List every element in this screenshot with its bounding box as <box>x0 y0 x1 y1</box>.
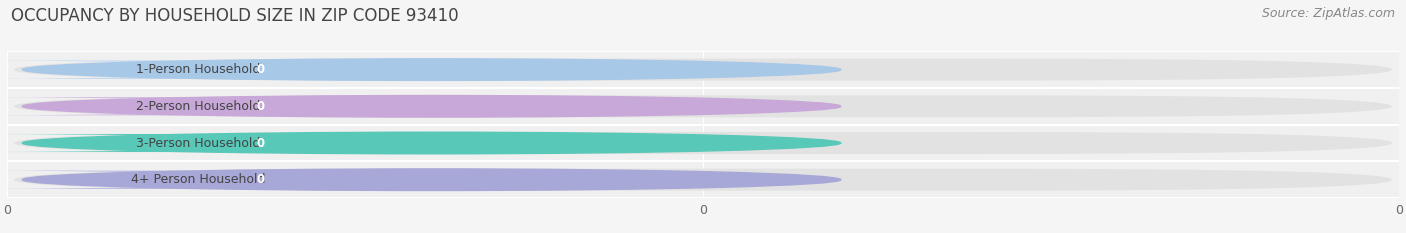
Text: 0: 0 <box>257 137 264 150</box>
FancyBboxPatch shape <box>14 169 1392 191</box>
FancyBboxPatch shape <box>0 97 578 115</box>
Text: 2-Person Household: 2-Person Household <box>135 100 260 113</box>
Text: 3-Person Household: 3-Person Household <box>135 137 260 150</box>
FancyBboxPatch shape <box>0 97 502 115</box>
Circle shape <box>22 96 841 117</box>
Text: 4+ Person Household: 4+ Person Household <box>131 173 266 186</box>
FancyBboxPatch shape <box>14 132 1392 154</box>
Text: 1-Person Household: 1-Person Household <box>135 63 260 76</box>
FancyBboxPatch shape <box>14 58 1392 81</box>
Text: 0: 0 <box>257 173 264 186</box>
FancyBboxPatch shape <box>0 171 578 189</box>
FancyBboxPatch shape <box>0 134 578 152</box>
FancyBboxPatch shape <box>0 61 578 79</box>
Text: Source: ZipAtlas.com: Source: ZipAtlas.com <box>1261 7 1395 20</box>
Circle shape <box>22 59 841 80</box>
Text: 0: 0 <box>257 63 264 76</box>
FancyBboxPatch shape <box>0 171 502 189</box>
Circle shape <box>22 169 841 191</box>
FancyBboxPatch shape <box>14 95 1392 117</box>
FancyBboxPatch shape <box>0 61 502 79</box>
Circle shape <box>22 132 841 154</box>
Text: OCCUPANCY BY HOUSEHOLD SIZE IN ZIP CODE 93410: OCCUPANCY BY HOUSEHOLD SIZE IN ZIP CODE … <box>11 7 458 25</box>
Text: 0: 0 <box>257 100 264 113</box>
FancyBboxPatch shape <box>0 134 502 152</box>
